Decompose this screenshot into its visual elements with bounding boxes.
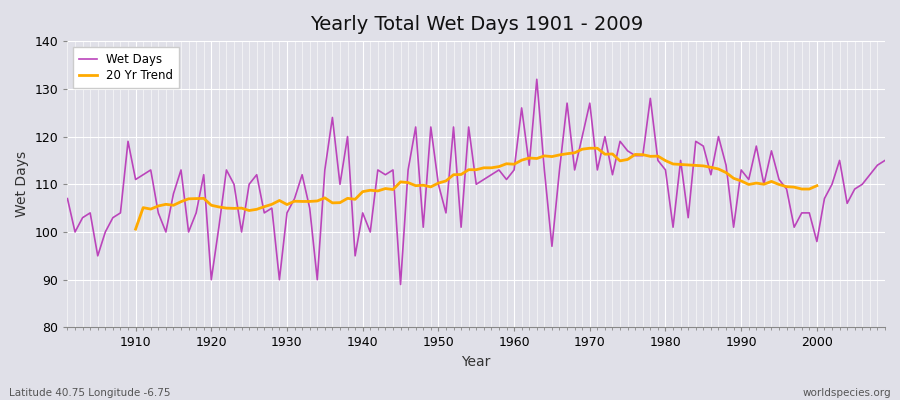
Wet Days [615, 139, 626, 144]
Text: worldspecies.org: worldspecies.org [803, 388, 891, 398]
Line: Wet Days: Wet Days [68, 79, 885, 284]
Wet Days [508, 168, 519, 172]
Title: Yearly Total Wet Days 1901 - 2009: Yearly Total Wet Days 1901 - 2009 [310, 15, 643, 34]
20 Yr Trend [304, 199, 315, 204]
Wet Days [517, 106, 527, 110]
Text: Latitude 40.75 Longitude -6.75: Latitude 40.75 Longitude -6.75 [9, 388, 170, 398]
Line: 20 Yr Trend: 20 Yr Trend [136, 148, 817, 229]
Y-axis label: Wet Days: Wet Days [15, 151, 29, 217]
Wet Days [879, 158, 890, 163]
Wet Days [62, 196, 73, 201]
Wet Days [289, 196, 300, 201]
20 Yr Trend [796, 187, 807, 192]
20 Yr Trend [213, 204, 224, 209]
Wet Days [122, 139, 133, 144]
Legend: Wet Days, 20 Yr Trend: Wet Days, 20 Yr Trend [74, 47, 179, 88]
20 Yr Trend [289, 199, 300, 204]
20 Yr Trend [713, 166, 724, 171]
Wet Days [335, 182, 346, 187]
20 Yr Trend [812, 183, 823, 188]
Wet Days [395, 282, 406, 287]
20 Yr Trend [584, 146, 595, 151]
X-axis label: Year: Year [462, 355, 490, 369]
20 Yr Trend [804, 187, 814, 192]
Wet Days [531, 77, 542, 82]
20 Yr Trend [130, 227, 141, 232]
